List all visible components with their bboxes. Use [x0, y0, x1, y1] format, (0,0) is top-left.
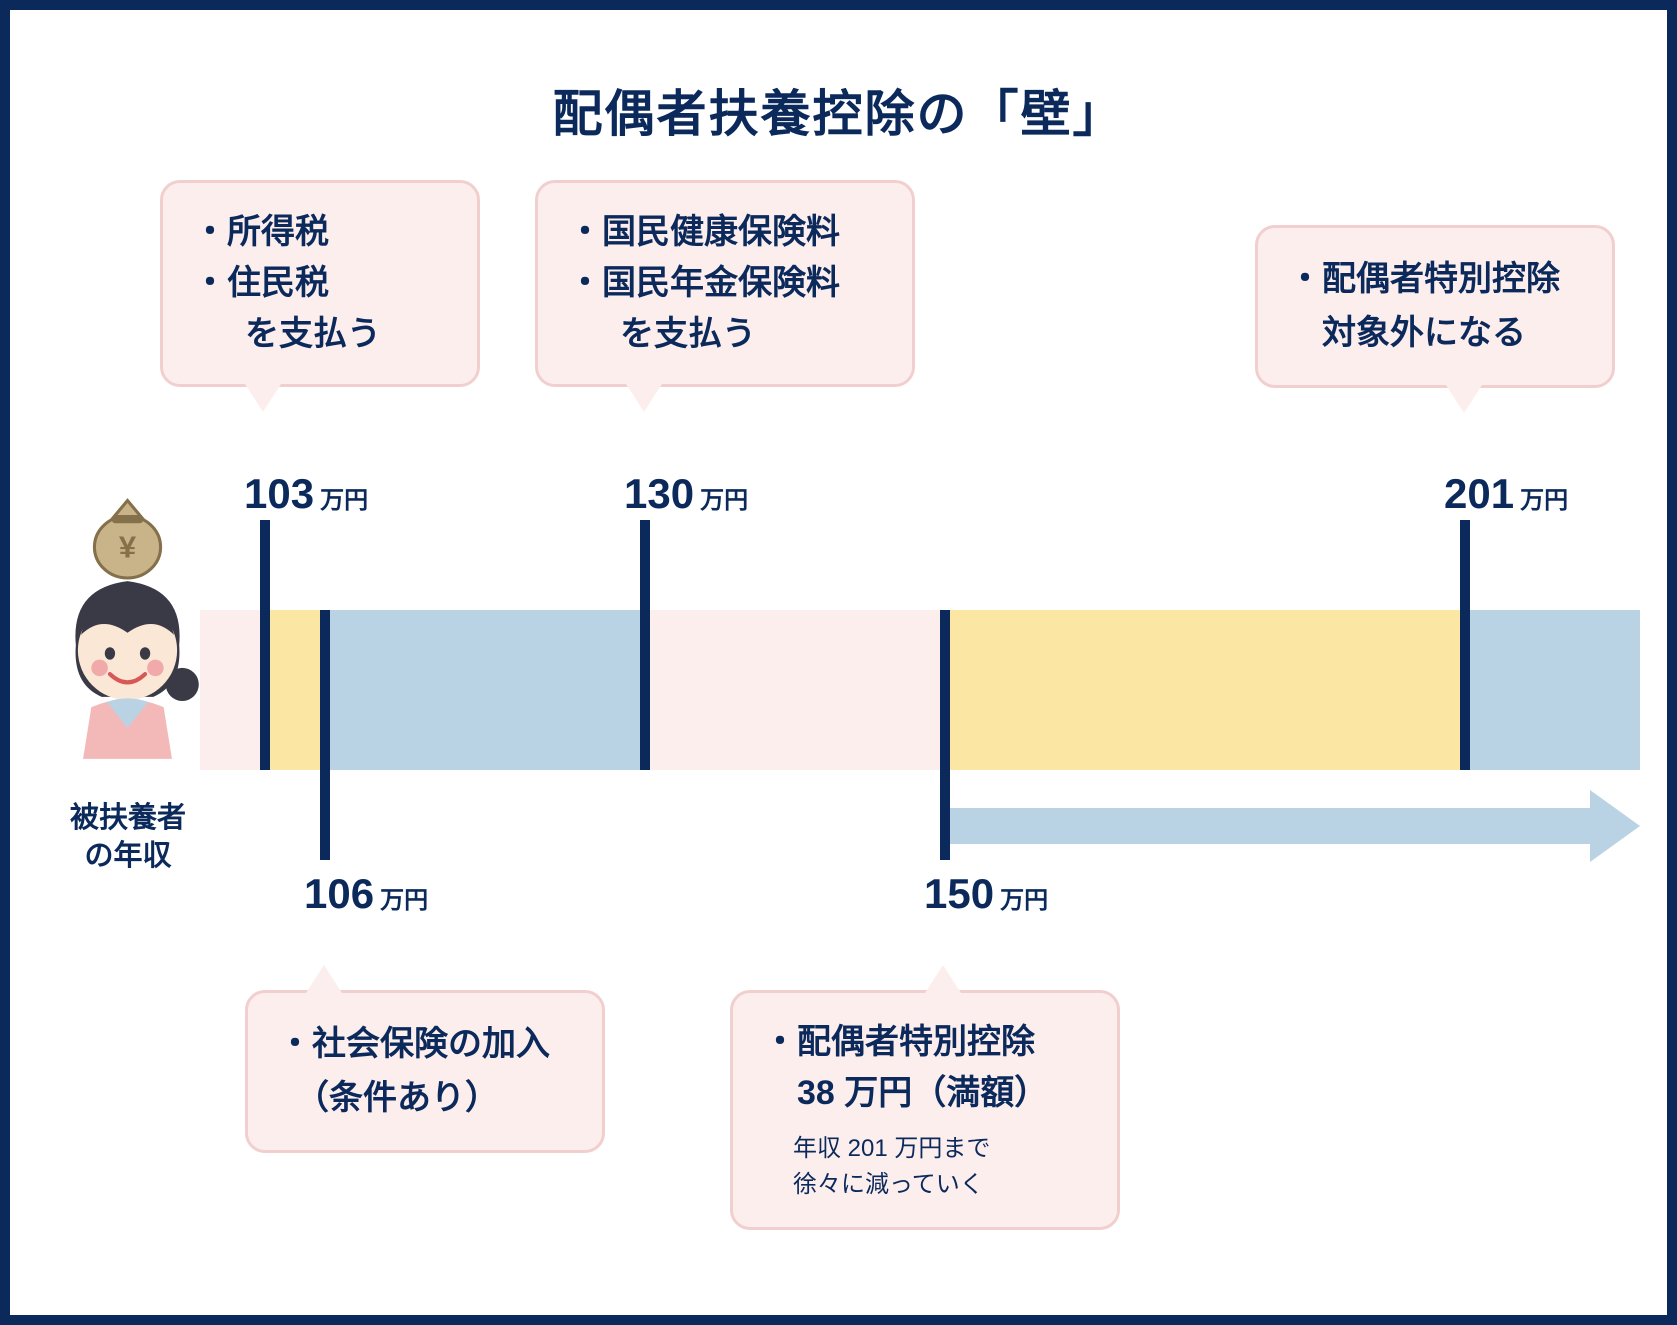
- bubble-150-subnote: 年収 201 万円まで 徐々に減っていく: [763, 1131, 1087, 1203]
- seg-4: [940, 610, 1460, 770]
- tick-130: [640, 520, 650, 770]
- label-150: 150 万円: [924, 870, 1048, 918]
- label-130: 130 万円: [624, 470, 748, 518]
- bubble-103: ・所得税 ・住民税 を支払う: [160, 180, 480, 387]
- bubble-150: ・配偶者特別控除 38 万円（満額） 年収 201 万円まで 徐々に減っていく: [730, 990, 1120, 1230]
- bubble-201: ・配偶者特別控除 対象外になる: [1255, 225, 1615, 388]
- bubble-130: ・国民健康保険料 ・国民年金保険料 を支払う: [535, 180, 915, 387]
- tick-201: [1460, 520, 1470, 770]
- character-illustration: ¥: [50, 490, 205, 795]
- seg-0: [200, 610, 260, 770]
- tick-106: [320, 610, 330, 860]
- character-label: 被扶養者 の年収: [48, 800, 208, 875]
- person-with-money-bag-icon: ¥: [50, 490, 205, 790]
- seg-2: [320, 610, 640, 770]
- label-106: 106 万円: [304, 870, 428, 918]
- bar-segments: [200, 610, 1640, 770]
- label-201: 201 万円: [1444, 470, 1568, 518]
- decrease-arrow-head: [1590, 790, 1640, 862]
- seg-3: [640, 610, 940, 770]
- income-bar: 103 万円 130 万円 201 万円 106 万円 150 万円: [200, 610, 1640, 770]
- decrease-arrow-body: [950, 808, 1590, 844]
- page-title: 配偶者扶養控除の「壁」: [10, 74, 1667, 146]
- tick-150: [940, 610, 950, 860]
- tick-103: [260, 520, 270, 770]
- svg-text:¥: ¥: [119, 529, 137, 564]
- char-label-line2: の年収: [84, 840, 171, 872]
- diagram-frame: 配偶者扶養控除の「壁」 ¥: [0, 0, 1677, 1325]
- seg-5: [1460, 610, 1640, 770]
- bubble-106: ・社会保険の加入 （条件あり）: [245, 990, 605, 1153]
- char-label-line1: 被扶養者: [70, 802, 186, 834]
- label-103: 103 万円: [244, 470, 368, 518]
